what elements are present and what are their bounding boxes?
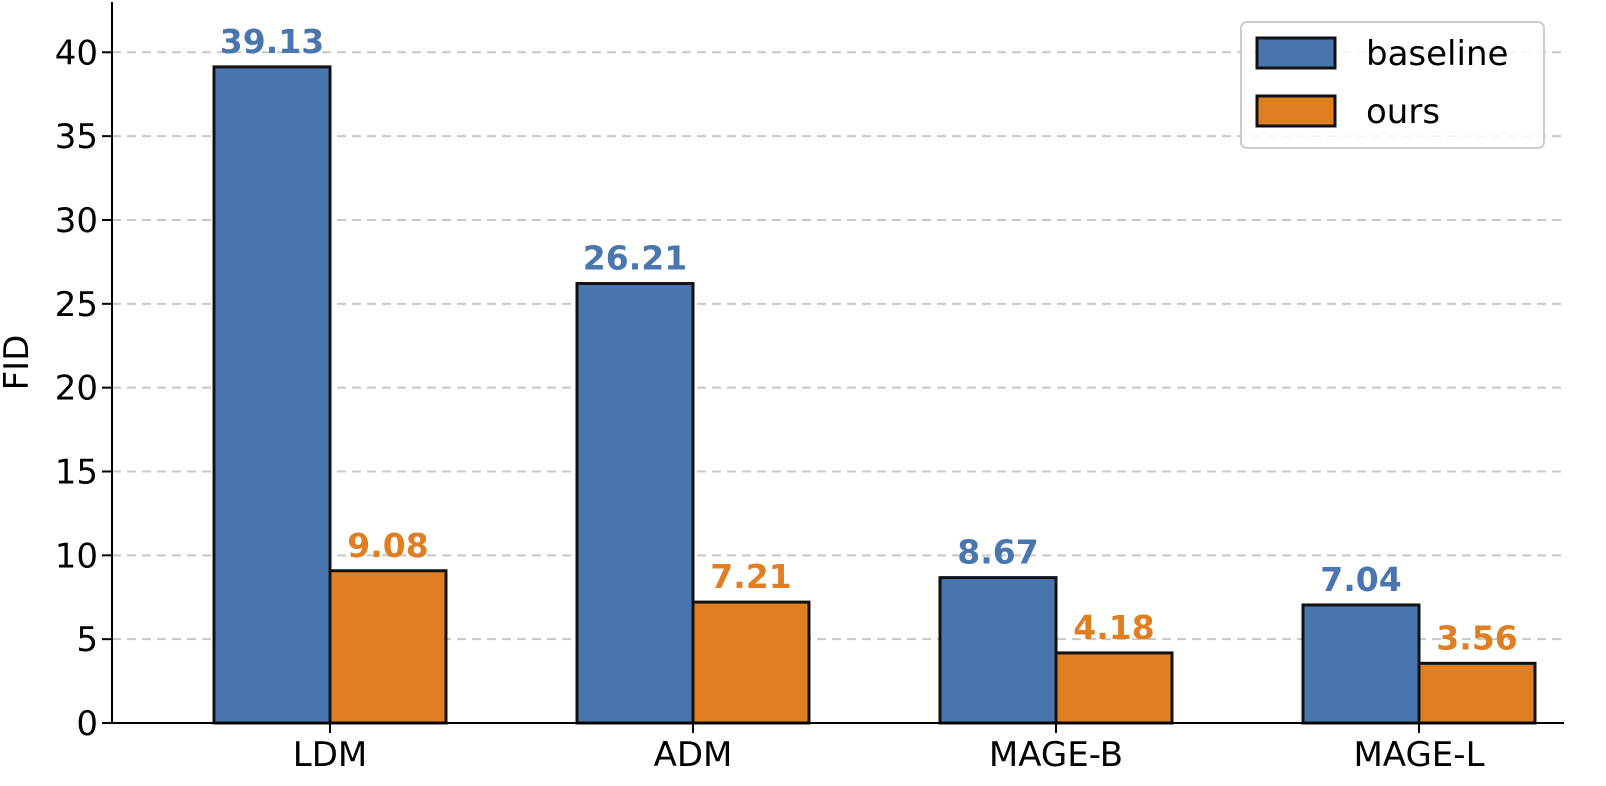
y-tick-label-5: 5 (76, 620, 98, 660)
legend: baseline ours (1240, 21, 1545, 149)
bar-label-ours-ldm: 9.08 (347, 526, 428, 565)
bar-label-baseline-mage-b: 8.67 (957, 533, 1038, 572)
x-tick-label-mage-b: MAGE-B (989, 735, 1123, 775)
y-tick-label-30: 30 (55, 201, 98, 241)
bar-label-baseline-mage-l: 7.04 (1320, 560, 1401, 599)
bar-baseline-mage-l (1301, 603, 1421, 725)
y-tick-label-15: 15 (55, 452, 98, 492)
y-tick-label-25: 25 (55, 285, 98, 325)
grid-lines (112, 51, 1564, 641)
bar-label-ours-adm: 7.21 (710, 557, 791, 596)
bar-ours-ldm (328, 569, 448, 725)
bar-label-ours-mage-b: 4.18 (1073, 608, 1154, 647)
bar-ours-mage-l (1417, 661, 1537, 725)
x-tick-label-ldm: LDM (293, 735, 367, 775)
bar-ours-adm (691, 600, 811, 725)
bar-baseline-adm (575, 282, 695, 725)
bar-label-ours-mage-l: 3.56 (1436, 618, 1517, 657)
legend-label-baseline: baseline (1366, 34, 1508, 74)
bars (212, 65, 1537, 725)
bar-value-labels: 39.13 9.08 26.21 7.21 8.67 4.18 7.04 3.56 (220, 22, 1518, 657)
y-tick-label-40: 40 (55, 33, 98, 73)
legend-swatch-ours (1255, 94, 1337, 128)
y-axis-title: FID (0, 335, 37, 391)
bar-label-baseline-ldm: 39.13 (220, 22, 324, 61)
x-tick-label-mage-l: MAGE-L (1353, 735, 1484, 775)
axes (111, 2, 1564, 724)
y-ticks: 0 5 10 15 20 25 30 35 40 (55, 33, 112, 744)
legend-swatch-baseline (1255, 36, 1337, 70)
legend-items: baseline ours (1255, 34, 1508, 132)
x-ticks: LDM ADM MAGE-B MAGE-L (293, 723, 1485, 775)
bar-ours-mage-b (1054, 651, 1174, 725)
x-tick-label-adm: ADM (654, 735, 733, 775)
y-tick-label-20: 20 (55, 369, 98, 409)
y-tick-label-35: 35 (55, 117, 98, 157)
bar-baseline-ldm (212, 65, 332, 725)
y-tick-label-0: 0 (76, 704, 98, 744)
legend-label-ours: ours (1366, 92, 1440, 132)
bar-baseline-mage-b (938, 576, 1058, 725)
bar-label-baseline-adm: 26.21 (583, 239, 687, 278)
y-tick-label-10: 10 (55, 536, 98, 576)
